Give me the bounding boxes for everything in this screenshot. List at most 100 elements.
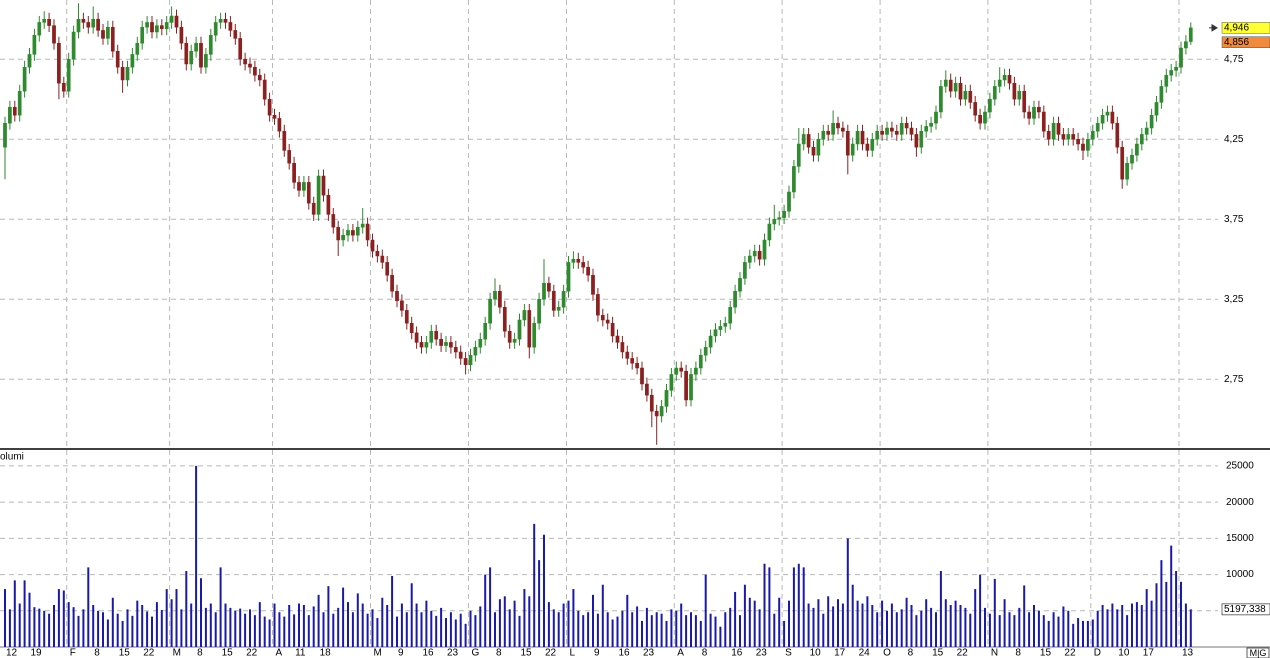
candle-body [909, 127, 914, 135]
candle-body [164, 22, 169, 30]
candle-body [1076, 138, 1080, 145]
candle-body [1090, 130, 1095, 140]
candle-body [409, 322, 414, 334]
candle-body [395, 290, 399, 302]
candle-body [664, 390, 669, 407]
x-tick-label: 8 [702, 648, 708, 658]
candle-body [473, 346, 478, 356]
candle-body [865, 143, 870, 151]
x-tick-label: 8 [1015, 648, 1021, 658]
candle-body [458, 351, 463, 359]
price-label: 4,946 [1224, 22, 1249, 33]
candle-body [213, 22, 218, 36]
candle-body [997, 79, 1002, 87]
candle-body [1179, 47, 1183, 68]
candle-body [845, 130, 850, 156]
candle-body [444, 342, 448, 346]
candle-body [978, 114, 982, 124]
candle-body [728, 306, 733, 324]
candle-body [96, 18, 100, 31]
candle-body [502, 306, 507, 332]
x-tick-label: A [276, 648, 283, 658]
candle-body [811, 146, 816, 156]
candle-body [297, 182, 301, 191]
candle-body [713, 329, 718, 337]
candle-body [708, 335, 713, 348]
candle-body [512, 338, 517, 343]
volume-title: olumi [0, 452, 24, 463]
candle-body [27, 54, 32, 68]
x-tick-label: 22 [143, 648, 155, 658]
candle-body [380, 255, 385, 263]
x-tick-label: A [677, 648, 684, 658]
volume-label-box [1221, 603, 1270, 616]
candle-body [1041, 111, 1046, 132]
candle-body [1154, 102, 1159, 116]
candle-body [988, 98, 992, 113]
candle-body [404, 310, 409, 324]
candle-body [669, 374, 674, 391]
candle-body [600, 314, 605, 321]
candle-body [130, 54, 135, 68]
candle-body [1125, 162, 1129, 180]
candle-body [282, 130, 287, 151]
candle-body [586, 266, 590, 276]
candle-body [478, 338, 483, 348]
candle-body [140, 26, 145, 44]
candle-body [145, 22, 149, 28]
y-tick-label: 15000 [1226, 533, 1254, 544]
candle-body [37, 22, 42, 36]
candle-body [576, 258, 581, 263]
candle-body [625, 351, 630, 359]
x-tick-label: 16 [423, 648, 435, 658]
badge: M|G [1250, 648, 1267, 658]
candle-body [826, 130, 831, 135]
candle-body [542, 282, 546, 300]
candle-body [507, 330, 512, 343]
x-tick-label: 23 [447, 648, 459, 658]
candle-body [703, 346, 708, 356]
candle-body [747, 255, 752, 263]
candle-body [1086, 138, 1090, 151]
candle-body [890, 127, 894, 132]
x-tick-label: L [570, 648, 576, 658]
candle-body [498, 290, 502, 308]
candle-body [1012, 82, 1017, 100]
candle-body [76, 18, 81, 33]
x-tick-label: M [173, 648, 181, 658]
candle-body [561, 290, 566, 308]
candle-body [346, 230, 350, 236]
x-tick-label: D [1094, 648, 1101, 658]
x-tick-label: 8 [496, 648, 502, 658]
candle-body [649, 394, 654, 412]
candle-body [468, 354, 473, 366]
candle-body [689, 374, 693, 401]
candle-body [659, 406, 664, 417]
x-tick-label: F [70, 648, 76, 658]
candle-body [1159, 86, 1164, 103]
candle-body [189, 50, 194, 65]
candle-body [973, 102, 978, 116]
x-tick-label: 22 [1064, 648, 1076, 658]
candle-body [101, 30, 105, 39]
y-tick-label: 2,75 [1224, 374, 1244, 385]
y-tick-label: 10000 [1226, 569, 1254, 580]
candle-body [277, 118, 282, 132]
x-tick-label: 8 [908, 648, 914, 658]
candle-body [390, 274, 394, 292]
candle-body [752, 250, 757, 257]
candle-body [596, 294, 600, 316]
x-tick-label: 9 [398, 648, 404, 658]
candle-body [449, 342, 453, 348]
x-tick-label: 15 [1040, 648, 1052, 658]
candle-body [61, 82, 66, 92]
candle-body [155, 25, 159, 33]
candle-body [645, 383, 649, 396]
candle-body [1188, 27, 1193, 42]
x-tick-label: 12 [6, 648, 18, 658]
candle-body [816, 138, 821, 156]
candle-body [855, 130, 860, 145]
candle-body [292, 162, 296, 183]
candle-body [341, 234, 345, 241]
